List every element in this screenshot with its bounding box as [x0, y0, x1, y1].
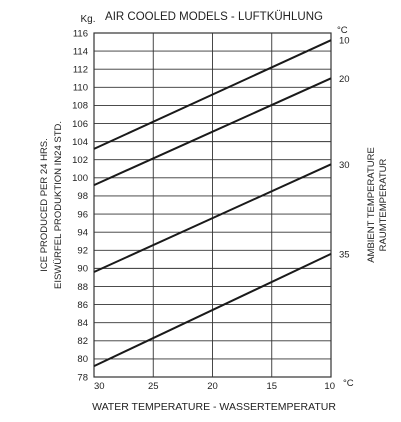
- series-line-20: [93, 77, 332, 187]
- y-axis-label-line2: EISWÜRFEL PRODUKTION IN24 STD.: [53, 121, 64, 289]
- x-tick-label: 10: [324, 381, 335, 392]
- x-tick-label: 25: [148, 381, 159, 392]
- y-tick-label: 84: [77, 318, 88, 329]
- y-axis-label-line1: ICE PRODUCED PER 24 HRS.: [39, 138, 50, 272]
- y-unit-label: Kg.: [80, 14, 95, 25]
- chart-title: AIR COOLED MODELS - LUFTKÜHLUNG: [105, 11, 323, 23]
- x-tick-label: 30: [94, 381, 105, 392]
- plot-border: [93, 32, 332, 378]
- y-tick-label: 94: [77, 227, 88, 238]
- right-axis-label-line2: RAUMTEMPERATUR: [378, 159, 389, 252]
- y-tick-labels: 78 80 82 84 86 88 90 92 94 96 98 100 102 104 106 108 110…: [72, 28, 88, 383]
- y-tick-label: 108: [72, 101, 88, 112]
- y-tick-label: 88: [77, 282, 88, 293]
- series-line-35: [93, 252, 332, 368]
- series-line-10: [93, 39, 332, 150]
- x-unit-label: °C: [343, 378, 354, 389]
- x-axis-label: WATER TEMPERATURE - WASSERTEMPERATUR: [92, 401, 336, 413]
- series-line-30: [93, 163, 332, 273]
- y-tick-label: 112: [73, 65, 88, 76]
- y-tick-label: 78: [77, 372, 88, 383]
- series-label-10: 10: [339, 36, 350, 47]
- series-label-30: 30: [339, 160, 350, 171]
- y-tick-label: 80: [77, 354, 88, 365]
- series-label-35: 35: [339, 249, 350, 260]
- y-tick-label: 98: [77, 191, 88, 202]
- y-tick-label: 96: [77, 209, 88, 220]
- x-tick-label: 15: [266, 381, 277, 392]
- y-tick-label: 82: [77, 336, 88, 347]
- x-tick-label: 20: [207, 381, 218, 392]
- y-tick-label: 102: [72, 155, 88, 166]
- y-tick-label: 86: [77, 300, 88, 311]
- y-tick-label: 90: [77, 264, 88, 275]
- y-tick-label: 116: [73, 28, 88, 39]
- vertical-gridlines: [93, 33, 332, 377]
- series-label-20: 20: [339, 74, 350, 85]
- y-tick-label: 114: [73, 46, 88, 57]
- plot-frame: [93, 32, 332, 378]
- series-labels: 10 20 30 35: [339, 36, 350, 261]
- y-tick-label: 92: [77, 246, 88, 257]
- y-tick-label: 104: [72, 137, 88, 148]
- right-axis-label-line1: AMBIENT TEMPERATURE: [366, 147, 377, 263]
- y-tick-label: 106: [72, 119, 88, 130]
- y-tick-label: 100: [72, 173, 88, 184]
- x-tick-labels: 30 25 20 15 10: [94, 381, 335, 392]
- series-lines: [93, 39, 332, 368]
- y-tick-label: 110: [73, 83, 88, 94]
- right-unit-label: °C: [337, 25, 348, 36]
